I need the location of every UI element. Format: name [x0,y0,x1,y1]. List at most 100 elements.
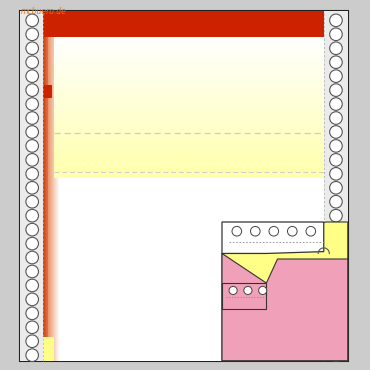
Circle shape [330,195,342,208]
Bar [54,109,324,112]
Bar [54,156,324,159]
Bar [54,140,324,143]
Bar [54,95,324,98]
Circle shape [330,307,342,320]
Circle shape [330,335,342,347]
Bar [54,97,324,99]
Bar [54,105,324,108]
Circle shape [259,286,267,295]
Bar [54,84,324,87]
Circle shape [244,286,252,295]
Polygon shape [222,222,348,361]
Bar [54,86,324,89]
Bar [54,68,324,71]
Bar [54,170,324,173]
Bar [54,40,324,43]
Bar [54,133,324,136]
Circle shape [26,112,38,124]
Bar [54,128,324,131]
Bar [43,11,324,361]
Bar [54,83,324,85]
Bar [54,67,324,70]
Circle shape [287,226,297,236]
Bar [54,123,324,126]
Bar [54,163,324,166]
Circle shape [26,237,38,250]
Bar [54,63,324,66]
Circle shape [26,195,38,208]
Bar [54,132,324,134]
Bar [54,81,324,84]
Bar [54,58,324,61]
Bar [54,100,324,103]
Circle shape [26,70,38,83]
Circle shape [26,293,38,306]
Circle shape [330,70,342,83]
Circle shape [330,139,342,152]
Bar [54,160,324,162]
Bar [54,158,324,161]
Circle shape [26,42,38,54]
Bar [54,75,324,78]
Circle shape [330,154,342,166]
Bar [43,337,54,361]
Circle shape [26,307,38,320]
Bar [54,61,324,64]
Bar [54,60,324,62]
Circle shape [330,321,342,334]
Bar [54,107,324,110]
Bar [54,38,324,41]
Bar [54,139,324,141]
Circle shape [232,226,242,236]
Bar [54,119,324,122]
Bar [54,74,324,77]
Circle shape [26,139,38,152]
Bar [54,146,324,148]
Bar [20,11,348,361]
Bar [54,161,324,164]
Polygon shape [222,222,324,253]
Bar [54,44,324,47]
Bar [20,11,44,361]
Circle shape [330,279,342,292]
Circle shape [26,209,38,222]
Bar [54,153,324,155]
Circle shape [330,168,342,180]
Bar [54,77,324,80]
Bar [54,174,324,176]
Circle shape [330,237,342,250]
Circle shape [229,286,237,295]
Circle shape [306,226,316,236]
Circle shape [330,182,342,194]
Circle shape [330,349,342,361]
Bar [54,65,324,68]
Circle shape [330,251,342,264]
Bar [54,121,324,124]
Polygon shape [222,253,348,361]
Polygon shape [222,283,266,309]
Circle shape [26,279,38,292]
Bar [54,142,324,145]
Bar [54,135,324,138]
Circle shape [330,84,342,97]
Circle shape [269,226,279,236]
Bar [54,47,324,50]
Circle shape [26,223,38,236]
Circle shape [26,349,38,361]
Circle shape [330,28,342,41]
Bar [54,126,324,129]
Bar [54,91,324,94]
Circle shape [330,265,342,278]
Bar [54,118,324,120]
Bar [324,11,348,361]
Circle shape [330,14,342,27]
Circle shape [250,226,260,236]
Circle shape [26,56,38,68]
Bar [54,172,324,175]
Circle shape [26,84,38,97]
Bar [54,124,324,127]
Bar [54,70,324,73]
Circle shape [26,182,38,194]
Bar [54,42,324,45]
Circle shape [330,293,342,306]
